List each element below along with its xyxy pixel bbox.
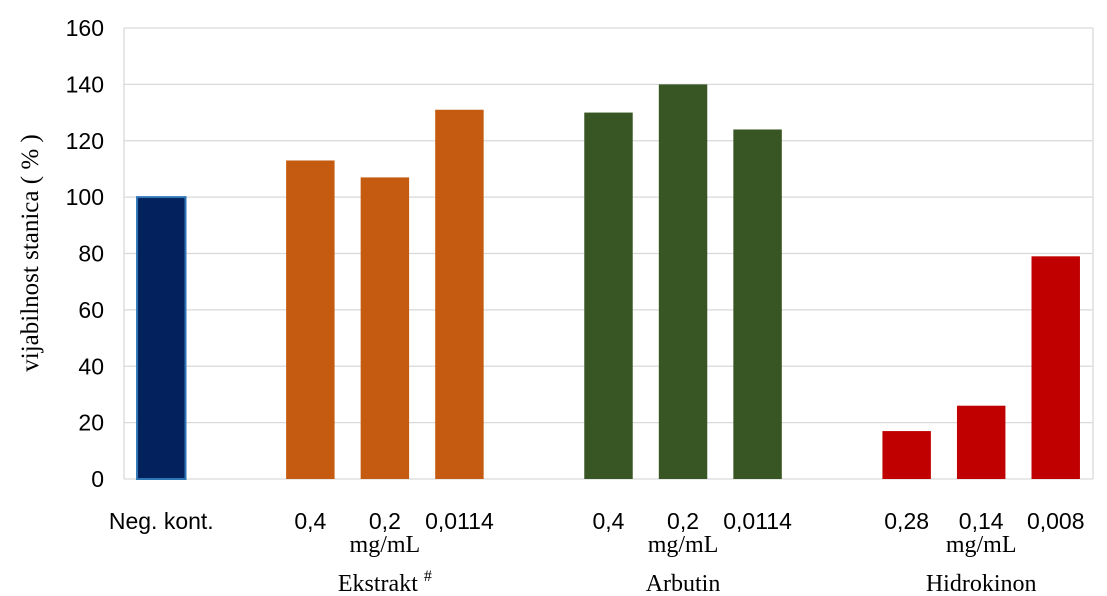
x-tick-label: 0,28 [884,508,929,534]
x-tick-label: 0,008 [1027,508,1085,534]
group-label-superscript: # [424,568,432,585]
x-tick-label: 0,14 [959,508,1004,534]
y-tick-label: 80 [78,241,104,267]
y-tick-label: 60 [78,297,104,323]
x-tick-label: 0,0114 [723,508,792,534]
y-axis-label: vijabilnost stanica ( % ) [17,134,44,371]
bar [733,129,782,479]
x-tick-label: 0,2 [667,508,699,534]
x-tick-label: 0,2 [369,508,401,534]
y-tick-label: 40 [78,353,104,379]
y-tick-label: 0 [91,466,104,492]
bar [882,431,931,479]
unit-label: mg/mL [350,532,421,558]
group-label: Arbutin [646,571,721,596]
y-axis-ticks: 0 20 40 60 80 100 120 140 160 [66,15,104,492]
bar [360,177,410,480]
bar [136,196,187,480]
bar [286,160,335,479]
bars [136,84,1080,480]
unit-labels: mg/mL mg/mL mg/mL [350,532,1017,558]
bar [956,405,1006,479]
y-tick-label: 120 [66,128,104,154]
group-labels: Ekstrakt # Arbutin Hidrokinon [338,568,1037,596]
y-tick-label: 100 [66,184,104,210]
x-axis-ticks: Neg. kont. 0,4 0,2 0,0114 0,4 0,2 0,0114 0,28 0,… [109,508,1085,534]
bar [658,84,708,479]
x-tick-label: 0,4 [294,508,326,534]
y-tick-label: 140 [66,71,104,97]
x-tick-label: Neg. kont. [109,508,214,534]
unit-label: mg/mL [648,532,719,558]
unit-label: mg/mL [946,532,1017,558]
x-tick-label: 0,4 [593,508,625,534]
group-label: Hidrokinon [926,571,1037,596]
x-tick-label: 0,0114 [425,508,494,534]
bar [1031,256,1080,479]
y-tick-label: 20 [78,410,104,436]
bar [435,109,484,480]
group-label: Ekstrakt # [338,568,432,596]
bar [584,112,633,479]
y-tick-label: 160 [66,15,104,41]
